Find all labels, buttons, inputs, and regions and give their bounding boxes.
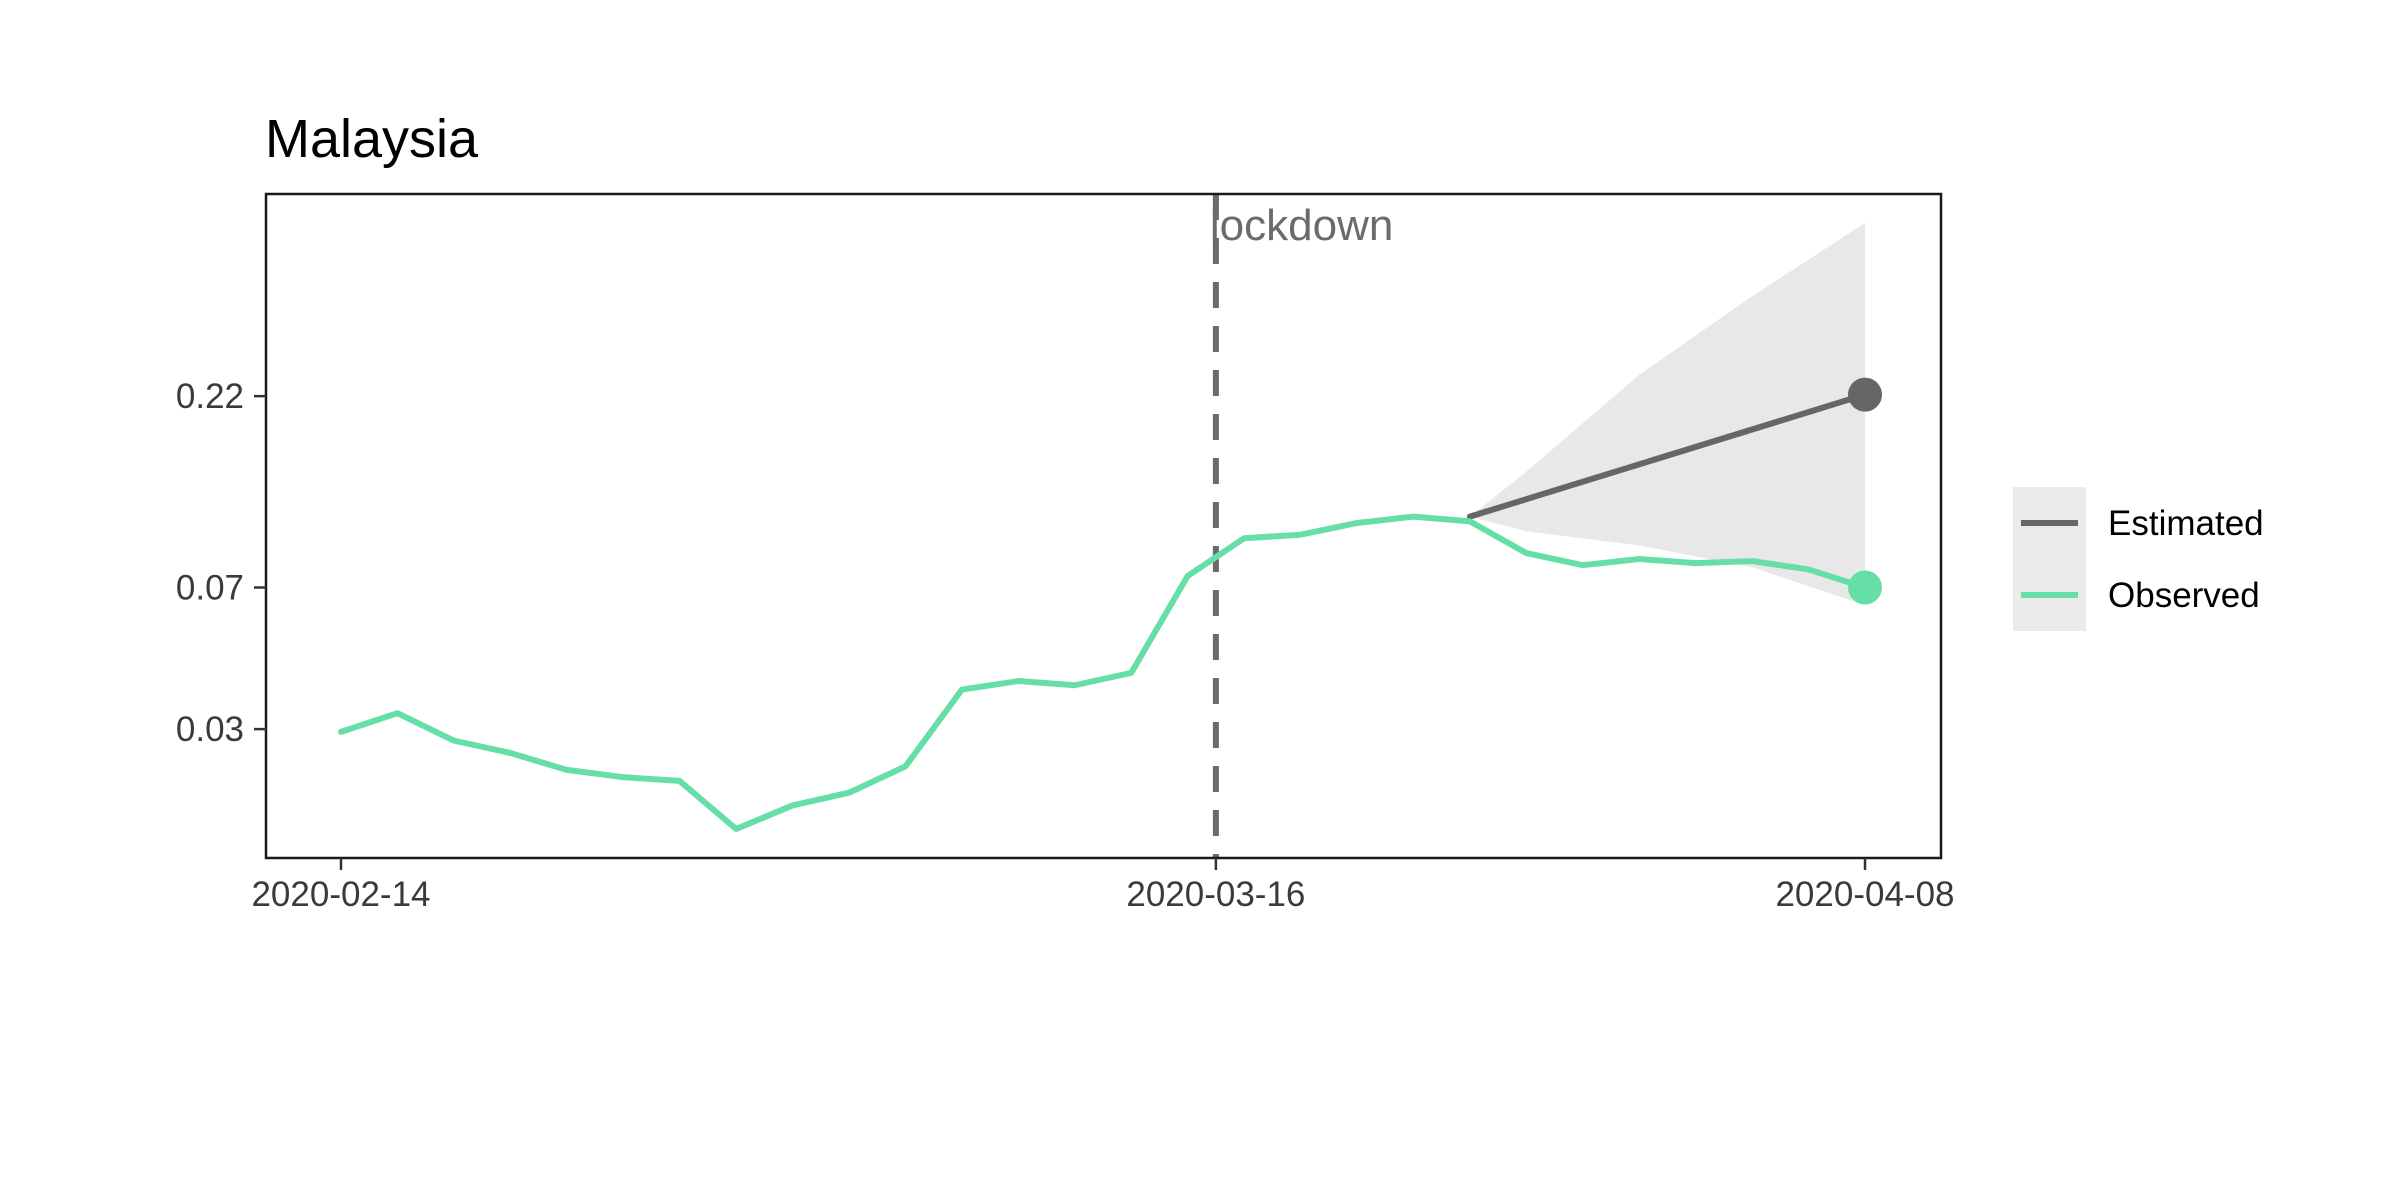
observed-line (338, 513, 1868, 832)
observed-end-point (1848, 570, 1882, 605)
legend-key-background (2013, 487, 2086, 631)
x-tick-label: 2020-04-08 (1775, 875, 1954, 914)
x-tick-label: 2020-02-14 (251, 875, 430, 914)
legend-label-observed: Observed (2108, 576, 2260, 615)
chart-title: Malaysia (265, 109, 479, 169)
plot-panel-border (264, 192, 1943, 860)
estimated-line (1466, 391, 1868, 520)
legend-label-estimated: Estimated (2108, 504, 2264, 543)
x-tick-label: 2020-03-16 (1126, 875, 1305, 914)
y-tick-label: 0.03 (176, 710, 244, 749)
estimated-end-point (1848, 377, 1882, 412)
y-tick-label: 0.07 (176, 569, 244, 608)
lockdown-label: lockdown (1210, 201, 1393, 250)
y-tick-label: 0.22 (176, 377, 244, 416)
estimate-ribbon (1469, 223, 1865, 606)
